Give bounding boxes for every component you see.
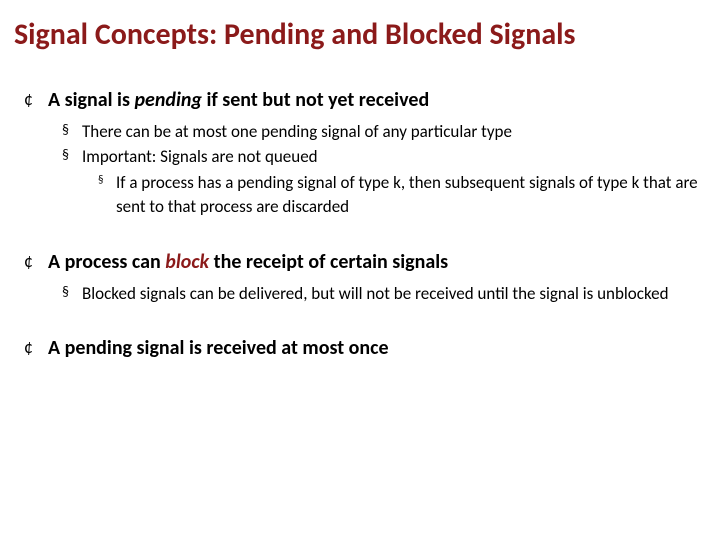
bullet-hollow-circle-icon: ¢ — [24, 335, 48, 362]
list-item: ¢ A signal is pending if sent but not ye… — [24, 87, 706, 114]
list-item: ¢ A process can block the receipt of cer… — [24, 249, 706, 276]
list-item: ¢ A pending signal is received at most o… — [24, 335, 706, 362]
bullet-square-icon: § — [62, 145, 82, 169]
keyword-pending: pending — [134, 88, 202, 112]
bullet-hollow-circle-icon: ¢ — [24, 249, 48, 276]
section-1-heading: A signal is pending if sent but not yet … — [48, 87, 429, 114]
list-item: § There can be at most one pending signa… — [62, 120, 706, 144]
slide: Signal Concepts: Pending and Blocked Sig… — [0, 0, 720, 540]
bullet-square-icon: § — [62, 120, 82, 144]
list-item: § If a process has a pending signal of t… — [98, 171, 706, 219]
section-2-heading: A process can block the receipt of certa… — [48, 249, 448, 276]
text-run: A process can — [48, 250, 165, 274]
section-1-sub-2: Important: Signals are not queued — [82, 145, 318, 169]
list-item: § Blocked signals can be delivered, but … — [62, 282, 706, 306]
bullet-small-square-icon: § — [98, 171, 116, 219]
section-3-heading: A pending signal is received at most onc… — [48, 335, 389, 362]
section-1-sub-2a: If a process has a pending signal of typ… — [116, 171, 706, 219]
text-run: the receipt of certain signals — [209, 250, 448, 274]
section-1-sub-1: There can be at most one pending signal … — [82, 120, 512, 144]
spacer — [14, 221, 706, 249]
list-item: § Important: Signals are not queued — [62, 145, 706, 169]
spacer — [14, 307, 706, 335]
bullet-square-icon: § — [62, 282, 82, 306]
text-run: if sent but not yet received — [202, 88, 429, 112]
keyword-block: block — [165, 250, 209, 274]
bullet-hollow-circle-icon: ¢ — [24, 87, 48, 114]
slide-title: Signal Concepts: Pending and Blocked Sig… — [14, 18, 706, 53]
text-run: A signal is — [48, 88, 134, 112]
section-2-sub-1: Blocked signals can be delivered, but wi… — [82, 282, 669, 306]
